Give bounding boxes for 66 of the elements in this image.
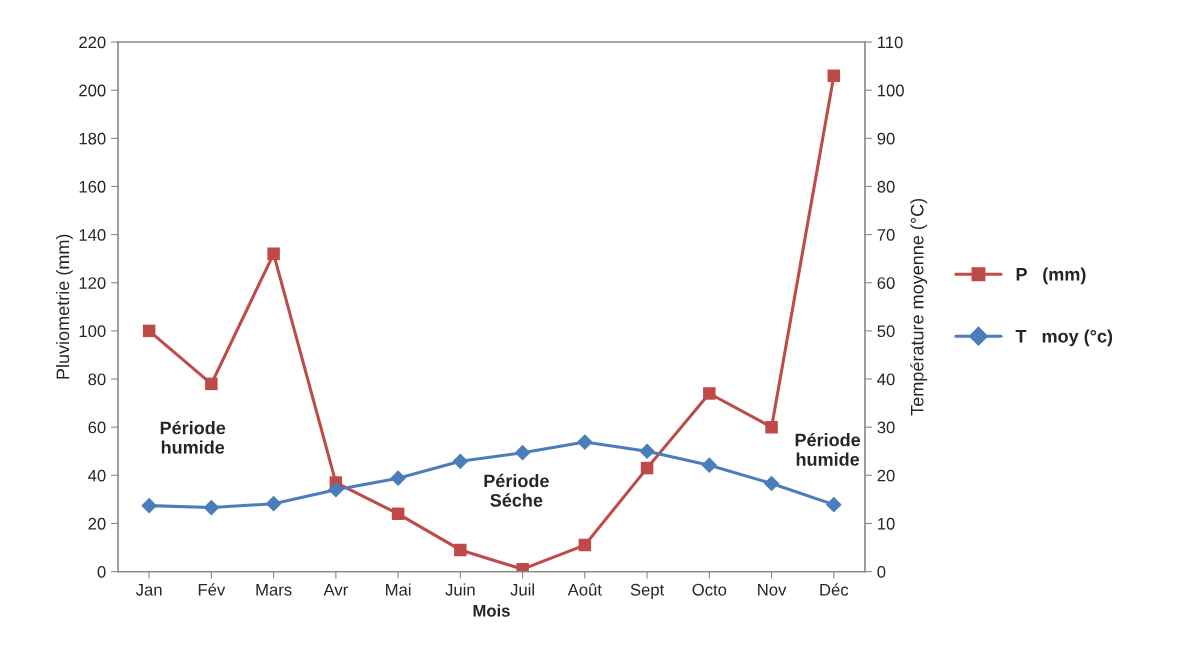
legend-label: P (mm) (1016, 267, 1086, 285)
point (265, 495, 282, 512)
point (825, 496, 842, 513)
point (701, 457, 718, 474)
point (703, 387, 716, 400)
point (763, 475, 780, 492)
point (205, 377, 218, 391)
x-tick-label: Avr (323, 584, 348, 596)
y2-tick-label: 50 (877, 325, 895, 338)
point (454, 543, 467, 557)
y-tick-label: 220 (79, 36, 106, 49)
x-tick-label: Juin (445, 583, 475, 596)
x-tick-label: Mai (386, 583, 411, 596)
x-tick-label: Jan (135, 584, 162, 596)
y2-tick-label: 30 (877, 421, 895, 434)
y2-tick-label: 0 (877, 565, 886, 578)
annotation: Période humide (795, 432, 861, 466)
y-tick-label: 20 (88, 517, 106, 530)
x-tick-label: Nov (758, 584, 787, 596)
x-axis-title: Mois (473, 604, 510, 617)
y-tick-label: 0 (97, 565, 106, 578)
y2-tick-label: 20 (877, 469, 895, 482)
annotation: Période Séche (484, 473, 549, 507)
y2-tick-label: 10 (878, 517, 895, 530)
point (514, 444, 531, 461)
point (452, 453, 469, 470)
y-tick-label: 180 (79, 132, 106, 145)
y2-tick-label: 60 (877, 277, 895, 289)
point (203, 499, 220, 516)
y-tick-label: 40 (88, 469, 106, 482)
point (328, 481, 344, 498)
y-tick-label: 120 (79, 277, 106, 289)
x-tick-label: Mars (256, 584, 292, 596)
legend-label: T moy (°c) (1015, 329, 1113, 347)
point (390, 470, 406, 487)
y2-tick-label: 40 (877, 373, 895, 386)
x-tick-label: Août (567, 583, 602, 596)
x-tick-label: Déc (820, 583, 849, 596)
y2-tick-label: 90 (877, 132, 895, 145)
y-tick-label: 200 (79, 84, 106, 97)
y2-tick-label: 80 (877, 180, 895, 193)
y2-tick-label: 100 (878, 84, 904, 97)
point (576, 434, 593, 450)
point (639, 443, 655, 460)
y-tick-label: 80 (88, 373, 106, 386)
y2-tick-label: 110 (878, 36, 903, 49)
point (578, 538, 592, 552)
point (141, 497, 157, 514)
y-tick-label: 140 (79, 229, 106, 241)
point (142, 324, 156, 338)
y-axis-title: Pluviometrie (mm) (56, 234, 73, 379)
y-tick-label: 160 (79, 180, 106, 193)
x-tick-label: Juil (510, 583, 534, 596)
x-tick-label: Fév (198, 583, 226, 596)
annotation: Période humide (160, 420, 226, 454)
point (640, 461, 654, 475)
x-tick-label: Sept (630, 583, 665, 599)
y2-tick-label: 70 (877, 229, 895, 241)
x-tick-label: Octo (692, 583, 727, 596)
point (391, 507, 405, 521)
y-tick-label: 60 (88, 421, 106, 434)
point (765, 420, 778, 434)
y2-axis-title: Température moyenne (°C) (910, 198, 928, 416)
point (267, 247, 280, 261)
y-tick-label: 100 (79, 325, 106, 338)
point (827, 69, 841, 82)
